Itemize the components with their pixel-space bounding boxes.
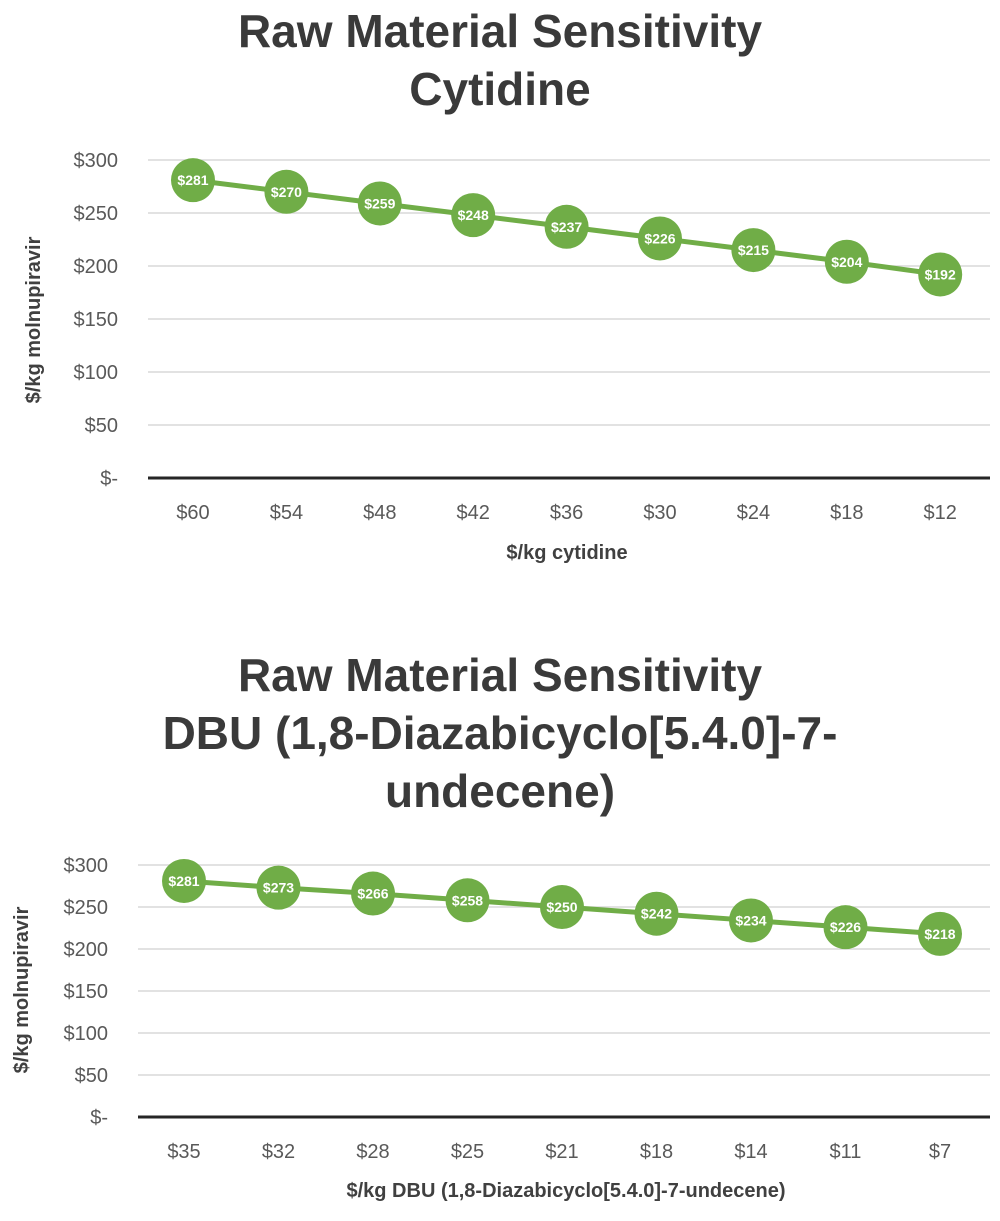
chart-cytidine: Raw Material Sensitivity Cytidine $- $50 $… — [0, 0, 1000, 580]
y-tick-label: $300 — [74, 150, 119, 172]
data-label: $259 — [364, 195, 395, 211]
x-tick-label: $18 — [640, 1141, 673, 1163]
data-label: $258 — [452, 892, 483, 908]
data-point — [638, 216, 682, 261]
data-label: $273 — [263, 880, 294, 896]
y-tick-label: $50 — [85, 415, 118, 437]
data-label: $281 — [168, 873, 199, 889]
x-axis-title: $/kg DBU (1,8-Diazabicyclo[5.4.0]-7-unde… — [346, 1180, 785, 1202]
x-tick-label: $30 — [643, 502, 676, 524]
data-label: $281 — [177, 172, 208, 188]
data-point — [824, 239, 869, 284]
data-point — [540, 885, 584, 929]
data-label: $237 — [551, 219, 582, 235]
chart-plot: $- $50 $100 $150 $200 $250 $300 $35 $32 $28 $25 $21… — [11, 855, 990, 1202]
data-label: $250 — [546, 899, 577, 915]
data-point — [823, 905, 868, 950]
data-label: $270 — [271, 184, 302, 200]
data-point — [264, 169, 309, 214]
y-axis-title: $/kg molnupiravir — [23, 236, 45, 403]
data-point — [256, 865, 301, 910]
y-tick-label: $250 — [64, 897, 109, 919]
x-tick-label: $7 — [929, 1141, 951, 1163]
y-tick-label: $- — [100, 468, 118, 490]
data-point — [918, 911, 962, 956]
chart-title: Raw Material Sensitivity DBU (1,8-Diazab… — [0, 646, 1000, 820]
chart-dbu: Raw Material Sensitivity DBU (1,8-Diazab… — [0, 640, 1000, 1220]
chart-title-line-2: DBU (1,8-Diazabicyclo[5.4.0]-7- — [162, 707, 838, 759]
data-point — [918, 252, 963, 297]
x-tick-label: $35 — [167, 1141, 200, 1163]
x-tick-label: $18 — [830, 502, 863, 524]
data-label: $204 — [831, 254, 862, 270]
x-tick-label: $32 — [262, 1141, 295, 1163]
y-tick-label: $200 — [64, 939, 109, 961]
x-tick-label: $36 — [550, 502, 583, 524]
data-label: $242 — [641, 906, 672, 922]
x-tick-label: $24 — [737, 502, 770, 524]
data-point — [729, 898, 773, 943]
chart-title-line-1: Raw Material Sensitivity — [237, 5, 763, 57]
data-label: $234 — [735, 912, 766, 928]
chart-title: Raw Material Sensitivity Cytidine — [0, 2, 1000, 118]
data-point — [357, 181, 402, 226]
chart-title-line-3: undecene) — [384, 765, 616, 817]
data-point — [162, 858, 206, 903]
y-tick-label: $150 — [64, 981, 109, 1003]
data-point — [634, 891, 679, 936]
chart-plot: $- $50 $100 $150 $200 $250 $300 $60 $54 $48 $42 $36… — [23, 150, 990, 564]
data-label: $248 — [458, 207, 489, 223]
x-tick-label: $42 — [457, 502, 490, 524]
x-tick-label: $25 — [451, 1141, 484, 1163]
y-tick-label: $100 — [74, 362, 119, 384]
data-label: $192 — [925, 266, 956, 282]
data-label: $215 — [738, 242, 769, 258]
chart-title-line-1: Raw Material Sensitivity — [237, 649, 763, 701]
y-tick-label: $200 — [74, 256, 119, 278]
y-tick-label: $300 — [64, 855, 109, 877]
x-tick-label: $60 — [176, 502, 209, 524]
data-point — [544, 204, 589, 249]
data-point — [171, 158, 215, 203]
data-label: $226 — [830, 919, 861, 935]
data-point — [351, 871, 395, 916]
x-tick-label: $54 — [270, 502, 303, 524]
x-tick-label: $11 — [830, 1141, 862, 1163]
x-tick-label: $12 — [924, 502, 957, 524]
data-point — [445, 878, 490, 923]
y-axis-title: $/kg molnupiravir — [11, 906, 33, 1073]
y-tick-label: $- — [90, 1107, 108, 1129]
x-tick-label: $21 — [545, 1141, 578, 1163]
data-point — [731, 228, 776, 273]
y-tick-label: $250 — [74, 203, 119, 225]
x-axis-title: $/kg cytidine — [506, 542, 627, 564]
data-label: $218 — [924, 926, 955, 942]
y-tick-label: $100 — [64, 1023, 109, 1045]
x-tick-label: $48 — [363, 502, 396, 524]
chart-title-line-2: Cytidine — [409, 63, 591, 115]
x-tick-label: $28 — [356, 1141, 389, 1163]
data-label: $266 — [357, 886, 388, 902]
data-label: $226 — [644, 230, 675, 246]
y-tick-label: $150 — [74, 309, 119, 331]
x-tick-label: $14 — [734, 1141, 767, 1163]
y-tick-label: $50 — [75, 1065, 108, 1087]
data-point — [451, 193, 496, 238]
